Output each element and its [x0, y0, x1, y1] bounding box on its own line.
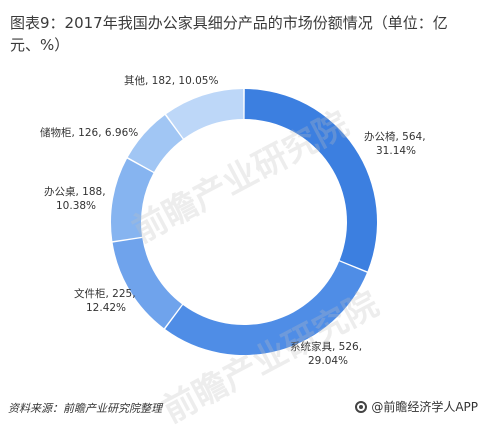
slice-label-1: 办公椅, 564, 31.14%	[364, 130, 426, 157]
donut-slice-3	[112, 238, 182, 329]
donut-slice-1	[244, 89, 377, 272]
donut-slice-4	[111, 158, 154, 242]
chart-title: 图表9：2017年我国办公家具细分产品的市场份额情况（单位：亿元、%）	[10, 14, 448, 54]
brand-logo-icon	[355, 400, 368, 413]
brand-credit: @前瞻经济学人APP	[355, 398, 478, 415]
brand-text: @前瞻经济学人APP	[371, 400, 478, 414]
source-note: 资料来源：前瞻产业研究院整理	[8, 402, 162, 415]
donut-slice-6	[166, 89, 244, 139]
slice-label-2: 系统家具, 526, 29.04%	[290, 340, 362, 367]
slice-label-6: 其他, 182, 10.05%	[124, 74, 218, 87]
donut-slice-5	[127, 115, 183, 172]
slice-label-4: 办公桌, 188, 10.38%	[44, 185, 106, 212]
donut-slice-2	[165, 261, 367, 355]
slice-label-5: 储物柜, 126, 6.96%	[40, 126, 138, 139]
slice-label-3: 文件柜, 225, 12.42%	[74, 287, 136, 314]
